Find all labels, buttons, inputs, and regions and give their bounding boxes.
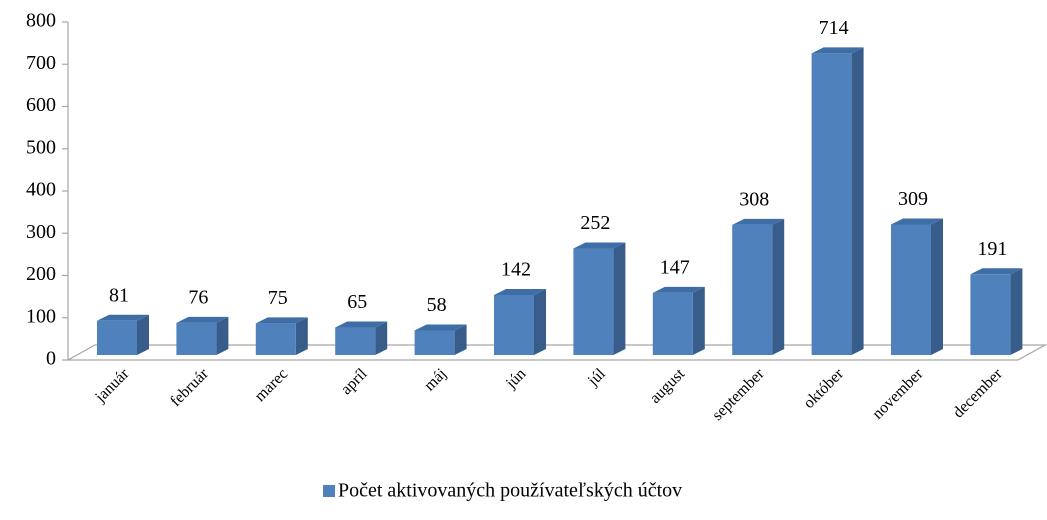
x-tick-label: október [800,365,847,412]
bar [335,327,376,355]
bar [891,224,931,355]
x-tick-label: január [91,365,132,406]
bar-side [295,317,308,355]
bar [652,292,693,355]
bar-top [255,317,308,324]
data-label: 147 [660,256,690,278]
bar-side [137,314,149,355]
y-tick-label: 600 [26,94,56,116]
data-label: 191 [977,238,1007,260]
bar-top [811,47,864,54]
bar [732,224,773,355]
bar [176,322,217,355]
x-tick-label: november [869,365,927,423]
data-label: 75 [268,287,288,309]
data-label: 252 [580,212,610,234]
bar-side [851,47,864,356]
bar-side [534,289,546,355]
bar-top [176,316,229,323]
legend-swatch [323,485,335,497]
data-label: 308 [739,188,769,210]
bar [811,53,852,356]
y-tick-label: 800 [26,10,56,32]
x-tick-label: jún [502,365,529,392]
y-tick-label: 300 [26,221,56,243]
bar [255,323,296,355]
x-tick-label: december [950,365,1006,421]
bar [573,248,614,355]
bar-top [573,242,626,249]
bar-top [494,289,546,296]
bar-top [97,314,149,321]
data-label: 309 [898,188,928,210]
y-tick-label: 500 [26,136,56,158]
bar-side [454,324,467,355]
y-tick-label: 700 [26,52,56,74]
bar [414,330,455,355]
legend: Počet aktivovaných používateľských účtov [323,480,682,502]
bar-top [335,321,388,328]
x-tick-label: apríl [338,365,371,398]
x-tick-label: máj [421,365,450,394]
bar-side [1010,268,1023,355]
bar-side [613,242,626,355]
legend-label: Počet aktivovaných používateľských účtov [338,480,682,502]
data-label: 65 [347,291,367,313]
x-tick-label: júl [584,365,609,390]
y-tick-label: 100 [26,305,56,327]
bar-top [652,286,705,293]
bar [970,274,1011,355]
bar-top [891,218,943,225]
data-label: 58 [427,294,447,316]
bar-side [375,321,388,355]
y-tick-label: 400 [26,179,56,201]
floor [65,344,1047,361]
y-tick-label: 0 [46,348,56,370]
bar-side [692,286,705,355]
bar [494,295,534,355]
data-label: 714 [819,17,849,39]
bar [97,320,137,355]
bar-top [970,268,1023,275]
x-tick-label: september [709,365,768,424]
x-tick-label: august [647,365,689,407]
data-label: 81 [109,284,129,306]
data-label: 76 [188,286,208,308]
bar-top [732,218,785,225]
bar-top [414,324,467,331]
y-tick-label: 200 [26,263,56,285]
bar-side [216,316,229,355]
x-tick-label: marec [252,365,292,405]
data-label: 142 [501,259,531,281]
x-tick-label: február [167,365,212,410]
bar-side [772,218,785,355]
bar-side [931,218,943,355]
